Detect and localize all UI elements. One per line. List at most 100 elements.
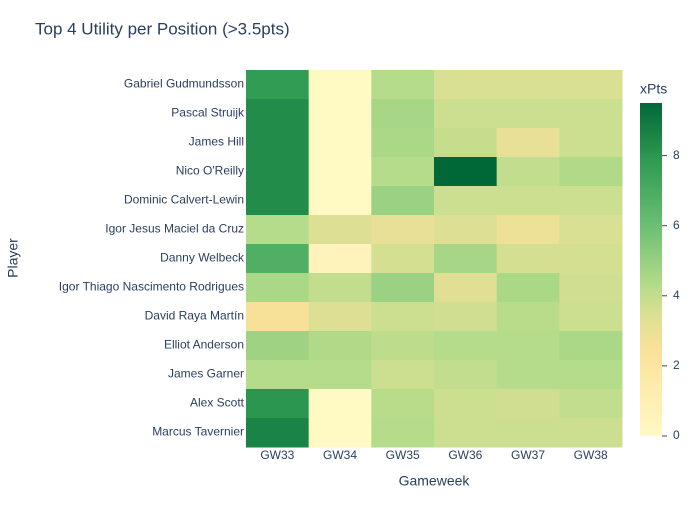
heatmap-cell <box>308 273 372 303</box>
x-tick-label: GW34 <box>323 448 357 462</box>
heatmap-cell <box>371 360 435 390</box>
heatmap-cell <box>559 389 623 419</box>
heatmap-cell <box>496 244 560 274</box>
heatmap-cell <box>371 157 435 187</box>
heatmap-cell <box>559 331 623 361</box>
heatmap-cell <box>246 389 310 419</box>
heatmap-cell <box>308 99 372 129</box>
y-axis-title: Player <box>5 238 21 278</box>
heatmap-cell <box>371 244 435 274</box>
heatmap-cell <box>246 186 310 216</box>
heatmap-cell <box>434 157 498 187</box>
heatmap-cell <box>371 70 435 100</box>
heatmap-cell <box>246 418 310 448</box>
heatmap-cell <box>434 244 498 274</box>
heatmap-cell <box>246 215 310 245</box>
heatmap-cell <box>246 360 310 390</box>
heatmap-cell <box>496 273 560 303</box>
heatmap-cell <box>434 273 498 303</box>
heatmap-cell <box>371 389 435 419</box>
x-tick-label: GW35 <box>386 448 420 462</box>
heatmap-cell <box>434 128 498 158</box>
y-tick-label: James Hill <box>189 135 244 149</box>
heatmap-cell <box>559 418 623 448</box>
heatmap-cell <box>559 99 623 129</box>
heatmap-cell <box>496 99 560 129</box>
heatmap-cell <box>496 186 560 216</box>
heatmap-cell <box>559 186 623 216</box>
colorbar <box>640 103 662 436</box>
heatmap-cell <box>308 70 372 100</box>
heatmap-cell <box>308 157 372 187</box>
heatmap-cell <box>496 302 560 332</box>
x-tick-label: GW38 <box>574 448 608 462</box>
heatmap-cell <box>308 302 372 332</box>
heatmap-cell <box>308 360 372 390</box>
heatmap-cell <box>434 302 498 332</box>
colorbar-title: xPts <box>640 81 667 97</box>
heatmap-cell <box>371 99 435 129</box>
heatmap-cell <box>308 418 372 448</box>
heatmap-cell <box>496 70 560 100</box>
x-axis-title: Gameweek <box>399 473 471 489</box>
y-tick-label: David Raya Martín <box>145 309 244 323</box>
y-tick-label: Gabriel Gudmundsson <box>124 77 244 91</box>
heatmap-cell <box>308 186 372 216</box>
heatmap-cell <box>371 215 435 245</box>
heatmap-cell <box>371 128 435 158</box>
y-tick-label: Dominic Calvert-Lewin <box>124 193 244 207</box>
heatmap-cell <box>246 302 310 332</box>
chart-title: Top 4 Utility per Position (>3.5pts) <box>35 19 290 38</box>
y-tick-label: Elliot Anderson <box>164 338 244 352</box>
heatmap-cell <box>559 302 623 332</box>
heatmap-cell <box>308 331 372 361</box>
heatmap-cell <box>559 273 623 303</box>
heatmap-cell <box>434 331 498 361</box>
colorbar-tick-label: 4 <box>673 288 680 302</box>
heatmap-cell <box>496 360 560 390</box>
heatmap-cell <box>246 244 310 274</box>
y-tick-label: James Garner <box>168 367 244 381</box>
x-tick-label: GW36 <box>448 448 482 462</box>
heatmap-cell <box>371 418 435 448</box>
heatmap-cell <box>246 99 310 129</box>
heatmap-cell <box>371 331 435 361</box>
heatmap-cell <box>559 244 623 274</box>
heatmap-cell <box>246 331 310 361</box>
heatmap-cell <box>246 157 310 187</box>
heatmap-cell <box>246 128 310 158</box>
heatmap-cell <box>559 215 623 245</box>
y-tick-label: Nico O'Reilly <box>176 164 244 178</box>
heatmap-cell <box>371 273 435 303</box>
heatmap-cell <box>559 360 623 390</box>
colorbar-tick-label: 6 <box>673 218 680 232</box>
heatmap-cell <box>434 70 498 100</box>
heatmap-cell <box>559 70 623 100</box>
y-tick-label: Pascal Struijk <box>171 106 245 120</box>
heatmap-cell <box>371 302 435 332</box>
heatmap-cell <box>434 360 498 390</box>
heatmap-cell <box>371 186 435 216</box>
y-tick-label: Marcus Tavernier <box>152 425 244 439</box>
heatmap-cell <box>308 244 372 274</box>
colorbar-tick-label: 0 <box>673 428 680 442</box>
heatmap-cell <box>496 331 560 361</box>
heatmap-cell <box>246 70 310 100</box>
y-tick-label: Igor Jesus Maciel da Cruz <box>105 222 244 236</box>
heatmap-cell <box>559 157 623 187</box>
heatmap-cell <box>308 389 372 419</box>
heatmap-cell <box>496 157 560 187</box>
y-tick-label: Danny Welbeck <box>160 251 245 265</box>
heatmap-cell <box>246 273 310 303</box>
x-tick-label: GW37 <box>511 448 545 462</box>
heatmap-cell <box>496 128 560 158</box>
heatmap-cell <box>308 128 372 158</box>
heatmap-cell <box>434 389 498 419</box>
heatmap-cell <box>496 418 560 448</box>
colorbar-tick-label: 8 <box>673 148 680 162</box>
heatmap-cell <box>496 215 560 245</box>
heatmap-cell <box>496 389 560 419</box>
heatmap-cell <box>434 99 498 129</box>
y-tick-label: Alex Scott <box>190 396 245 410</box>
